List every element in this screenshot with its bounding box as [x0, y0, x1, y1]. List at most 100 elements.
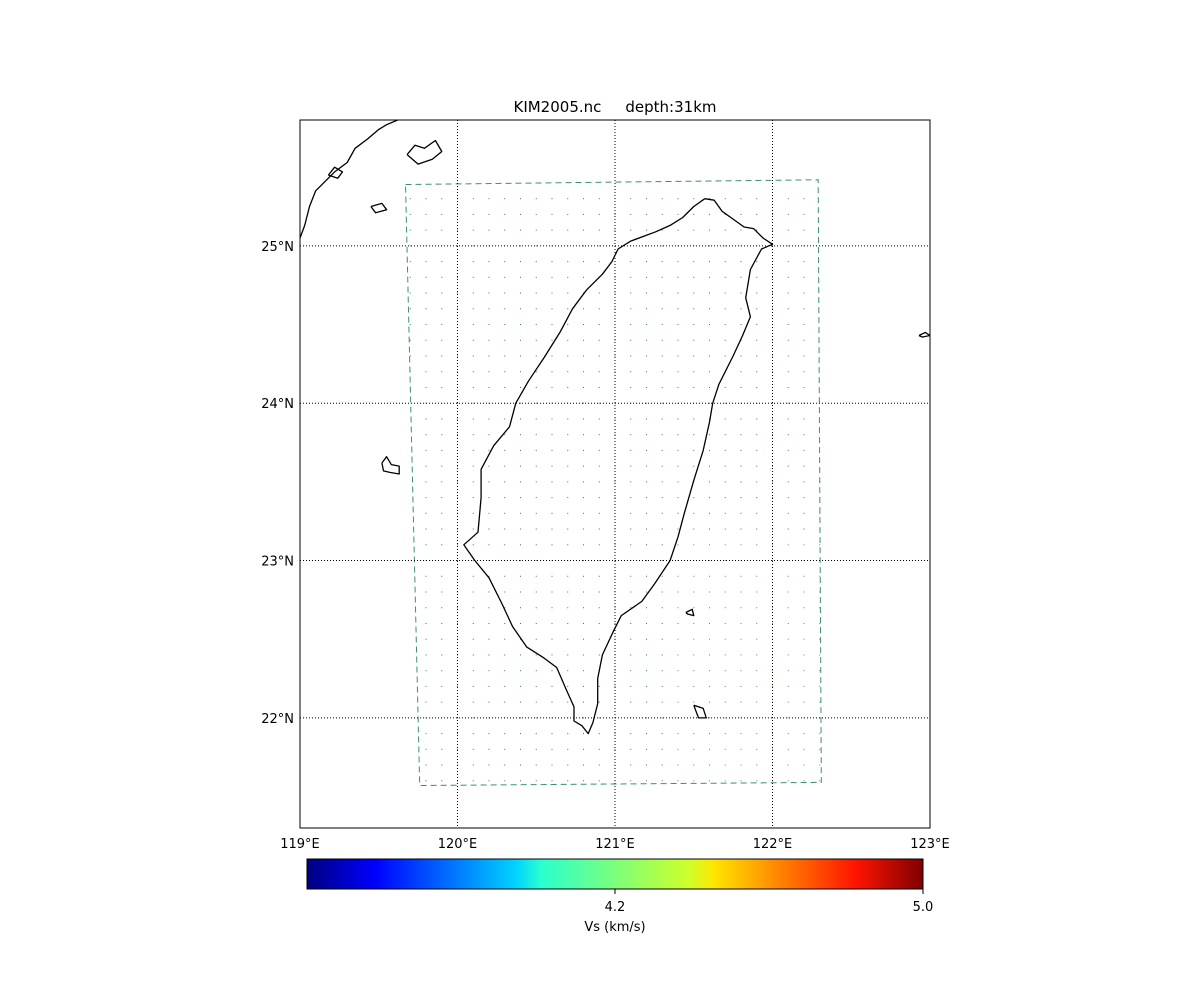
sample-point: [535, 591, 537, 593]
sample-point: [646, 780, 647, 782]
sample-point: [425, 198, 427, 200]
sample-point: [709, 544, 710, 546]
sample-point: [677, 449, 679, 451]
sample-point: [535, 465, 537, 467]
sample-point: [457, 245, 458, 247]
sample-point: [520, 292, 521, 294]
sample-point: [756, 638, 758, 640]
sample-point: [583, 497, 584, 499]
sample-point: [488, 733, 490, 735]
sample-point: [661, 717, 663, 719]
sample-point: [425, 418, 427, 420]
sample-point: [756, 198, 758, 200]
sample-point: [598, 434, 600, 436]
sample-point: [551, 386, 553, 388]
sample-point: [567, 497, 569, 499]
sample-point: [630, 733, 632, 735]
sample-point: [520, 654, 521, 656]
sample-point: [677, 512, 679, 514]
sample-point: [551, 497, 553, 499]
sample-point: [457, 748, 458, 750]
sample-point: [488, 229, 490, 231]
sample-point: [646, 402, 647, 404]
sample-point: [441, 654, 443, 656]
sample-point: [488, 481, 490, 483]
sample-point: [504, 292, 506, 294]
sample-point: [709, 213, 710, 215]
sample-point: [567, 308, 569, 310]
sample-point: [756, 591, 758, 593]
sample-point: [425, 622, 427, 624]
sample-point: [520, 402, 521, 404]
sample-point: [535, 733, 537, 735]
sample-point: [488, 418, 490, 420]
sample-point: [803, 198, 805, 200]
sample-point: [693, 465, 695, 467]
sample-point: [630, 449, 632, 451]
sample-point: [803, 685, 805, 687]
sample-point: [709, 701, 710, 703]
sample-point: [724, 324, 726, 326]
sample-point: [740, 418, 742, 420]
sample-point: [772, 670, 773, 672]
sample-point: [646, 276, 647, 278]
colorbar-tick-label: 5.0: [913, 900, 934, 915]
sample-point: [677, 748, 679, 750]
sample-point: [661, 670, 663, 672]
sample-point: [677, 497, 679, 499]
sample-point: [551, 465, 553, 467]
sample-point: [488, 465, 490, 467]
sample-point: [709, 308, 710, 310]
sample-point: [567, 386, 569, 388]
sample-point: [693, 764, 695, 766]
sample-point: [819, 701, 821, 703]
sample-point: [724, 638, 726, 640]
sample-point: [630, 308, 632, 310]
sample-point: [614, 685, 616, 687]
sample-point: [677, 371, 679, 373]
sample-point: [724, 748, 726, 750]
sample-point: [740, 512, 742, 514]
sample-point: [772, 402, 773, 404]
sample-point: [693, 780, 695, 782]
sample-point: [472, 701, 474, 703]
sample-point: [409, 324, 411, 326]
sample-point: [551, 449, 553, 451]
sample-point: [614, 465, 616, 467]
sample-point: [520, 449, 521, 451]
sample-point: [504, 764, 506, 766]
sample-point: [567, 685, 569, 687]
sample-point: [457, 622, 458, 624]
sample-point: [772, 245, 773, 247]
sample-point: [583, 607, 584, 609]
sample-point: [630, 481, 632, 483]
sample-point: [724, 481, 726, 483]
sample-point: [630, 465, 632, 467]
title-filename: KIM2005.nc: [513, 98, 601, 116]
sample-point: [583, 638, 584, 640]
sample-point: [583, 654, 584, 656]
sample-point: [677, 261, 679, 263]
sample-point: [803, 497, 805, 499]
sample-point: [693, 591, 695, 593]
sample-point: [787, 560, 789, 562]
sample-point: [709, 276, 710, 278]
sample-point: [819, 764, 821, 766]
sample-point: [740, 213, 742, 215]
sample-point: [583, 198, 584, 200]
sample-point: [567, 622, 569, 624]
sample-point: [693, 355, 695, 357]
sample-point: [677, 701, 679, 703]
sample-point: [520, 512, 521, 514]
sample-point: [567, 213, 569, 215]
sample-point: [614, 371, 616, 373]
sample-point: [661, 591, 663, 593]
sample-point: [724, 701, 726, 703]
sample-point: [457, 308, 458, 310]
sample-point: [630, 575, 632, 577]
sample-point: [535, 670, 537, 672]
sample-point: [520, 229, 521, 231]
sample-point: [661, 560, 663, 562]
coastline-matsu: [406, 139, 443, 165]
sample-point: [488, 292, 490, 294]
